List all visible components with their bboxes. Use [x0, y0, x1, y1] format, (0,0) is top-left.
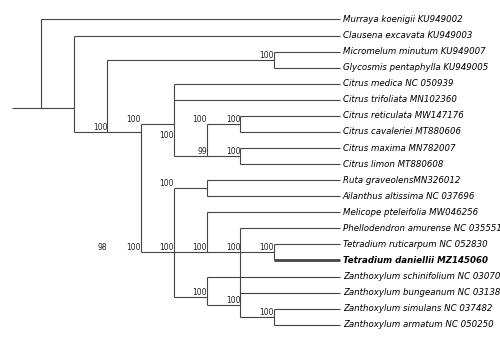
Text: 100: 100: [126, 115, 140, 124]
Text: Ailanthus altissima NC 037696: Ailanthus altissima NC 037696: [343, 192, 475, 201]
Text: 100: 100: [226, 296, 240, 305]
Text: Citrus maxima MN782007: Citrus maxima MN782007: [343, 144, 456, 152]
Text: 100: 100: [226, 115, 240, 124]
Text: 98: 98: [98, 243, 108, 252]
Text: Citrus trifoliata MN102360: Citrus trifoliata MN102360: [343, 95, 456, 104]
Text: Citrus reticulata MW147176: Citrus reticulata MW147176: [343, 112, 464, 120]
Text: 100: 100: [260, 308, 274, 317]
Text: Zanthoxylum armatum NC 050250: Zanthoxylum armatum NC 050250: [343, 320, 494, 329]
Text: Micromelum minutum KU949007: Micromelum minutum KU949007: [343, 47, 486, 56]
Text: Zanthoxylum schinifolium NC 030702: Zanthoxylum schinifolium NC 030702: [343, 272, 500, 281]
Text: 100: 100: [226, 147, 240, 156]
Text: 100: 100: [192, 243, 207, 252]
Text: 100: 100: [226, 243, 240, 252]
Text: Citrus cavaleriei MT880606: Citrus cavaleriei MT880606: [343, 128, 461, 136]
Text: Ruta graveolensMN326012: Ruta graveolensMN326012: [343, 176, 460, 184]
Text: 100: 100: [192, 287, 207, 297]
Text: Citrus medica NC 050939: Citrus medica NC 050939: [343, 79, 454, 88]
Text: Tetradium daniellii MZ145060: Tetradium daniellii MZ145060: [343, 256, 488, 265]
Text: Murraya koenigii KU949002: Murraya koenigii KU949002: [343, 15, 462, 24]
Text: Melicope pteleifolia MW046256: Melicope pteleifolia MW046256: [343, 208, 478, 217]
Text: 100: 100: [126, 243, 140, 252]
Text: 100: 100: [160, 131, 174, 140]
Text: Clausena excavata KU949003: Clausena excavata KU949003: [343, 31, 472, 40]
Text: Phellodendron amurense NC 035551: Phellodendron amurense NC 035551: [343, 224, 500, 233]
Text: Zanthoxylum simulans NC 037482: Zanthoxylum simulans NC 037482: [343, 304, 492, 313]
Text: 100: 100: [160, 179, 174, 188]
Text: Zanthoxylum bungeanum NC 031386: Zanthoxylum bungeanum NC 031386: [343, 288, 500, 297]
Text: 100: 100: [93, 123, 108, 132]
Text: 99: 99: [198, 147, 207, 156]
Text: Glycosmis pentaphylla KU949005: Glycosmis pentaphylla KU949005: [343, 63, 488, 72]
Text: 100: 100: [260, 51, 274, 60]
Text: 100: 100: [192, 115, 207, 124]
Text: 100: 100: [160, 243, 174, 252]
Text: 100: 100: [260, 243, 274, 252]
Text: Citrus limon MT880608: Citrus limon MT880608: [343, 160, 443, 168]
Text: Tetradium ruticarpum NC 052830: Tetradium ruticarpum NC 052830: [343, 240, 488, 249]
